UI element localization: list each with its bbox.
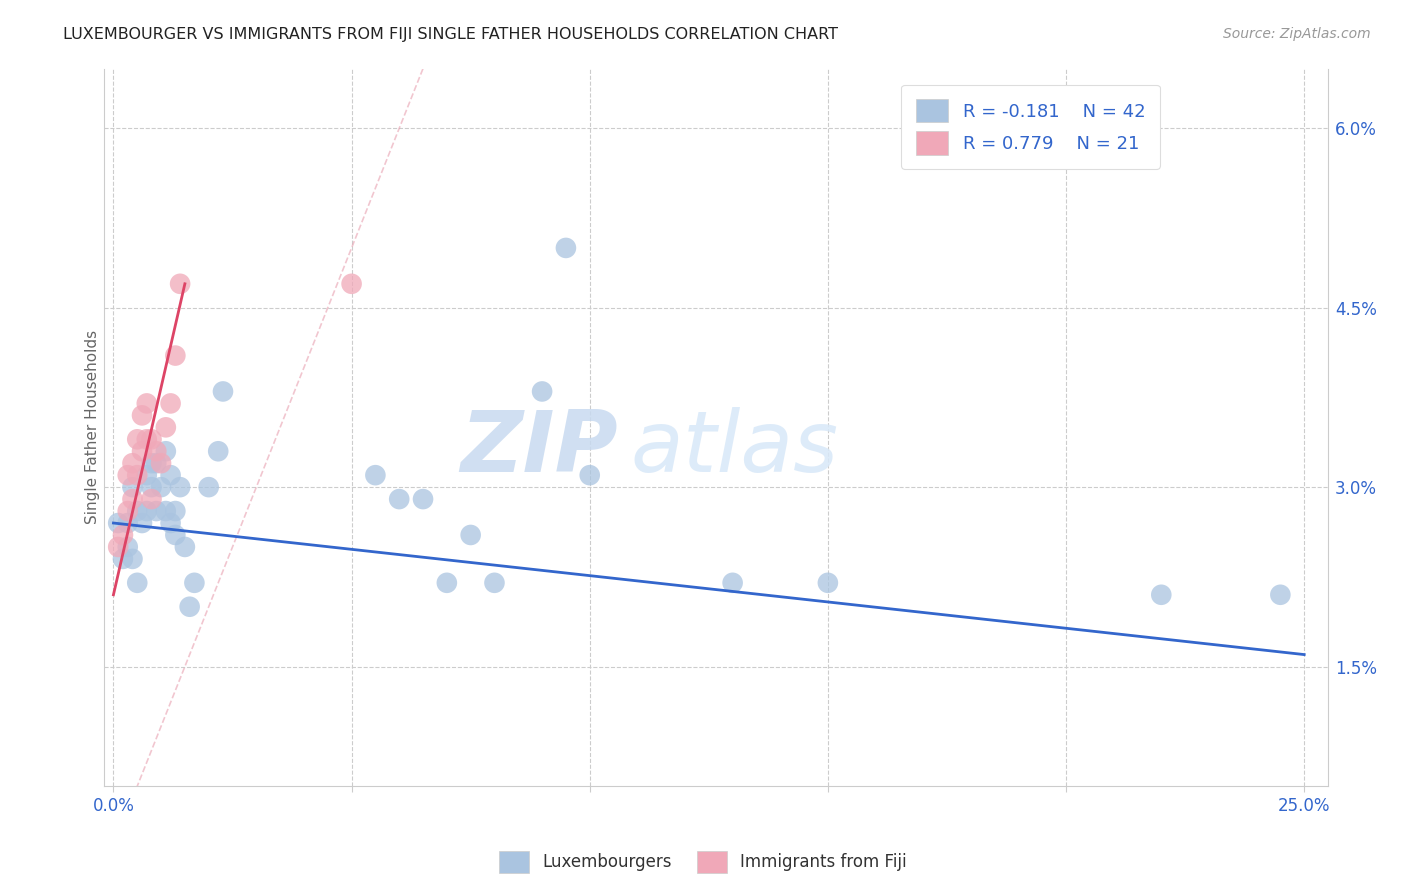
Point bbox=[127, 575, 149, 590]
Point bbox=[145, 456, 167, 470]
Point bbox=[165, 504, 187, 518]
Point bbox=[436, 575, 458, 590]
Point bbox=[1270, 588, 1292, 602]
Point bbox=[121, 480, 143, 494]
Point bbox=[121, 456, 143, 470]
Point bbox=[131, 409, 153, 423]
Legend: R = -0.181    N = 42, R = 0.779    N = 21: R = -0.181 N = 42, R = 0.779 N = 21 bbox=[901, 85, 1160, 169]
Point bbox=[179, 599, 201, 614]
Point bbox=[135, 504, 157, 518]
Point bbox=[127, 504, 149, 518]
Y-axis label: Single Father Households: Single Father Households bbox=[86, 330, 100, 524]
Point bbox=[159, 468, 181, 483]
Point bbox=[159, 396, 181, 410]
Point bbox=[111, 528, 134, 542]
Point bbox=[131, 516, 153, 530]
Point bbox=[141, 456, 163, 470]
Legend: Luxembourgers, Immigrants from Fiji: Luxembourgers, Immigrants from Fiji bbox=[492, 845, 914, 880]
Point bbox=[127, 432, 149, 446]
Point bbox=[169, 277, 191, 291]
Point bbox=[173, 540, 195, 554]
Point bbox=[117, 540, 139, 554]
Point bbox=[169, 480, 191, 494]
Point bbox=[150, 456, 173, 470]
Point bbox=[141, 432, 163, 446]
Point bbox=[531, 384, 554, 399]
Text: ZIP: ZIP bbox=[460, 408, 619, 491]
Point bbox=[141, 492, 163, 507]
Point bbox=[555, 241, 578, 255]
Point bbox=[165, 528, 187, 542]
Point bbox=[460, 528, 482, 542]
Point bbox=[159, 516, 181, 530]
Point bbox=[197, 480, 219, 494]
Point bbox=[1150, 588, 1173, 602]
Point bbox=[107, 540, 129, 554]
Point bbox=[117, 468, 139, 483]
Text: atlas: atlas bbox=[630, 408, 838, 491]
Point bbox=[578, 468, 600, 483]
Point bbox=[364, 468, 387, 483]
Point bbox=[145, 504, 167, 518]
Point bbox=[135, 396, 157, 410]
Text: LUXEMBOURGER VS IMMIGRANTS FROM FIJI SINGLE FATHER HOUSEHOLDS CORRELATION CHART: LUXEMBOURGER VS IMMIGRANTS FROM FIJI SIN… bbox=[63, 27, 838, 42]
Point bbox=[155, 444, 177, 458]
Point bbox=[721, 575, 744, 590]
Point bbox=[150, 480, 173, 494]
Point bbox=[183, 575, 205, 590]
Point bbox=[141, 480, 163, 494]
Point bbox=[121, 492, 143, 507]
Point bbox=[155, 504, 177, 518]
Point bbox=[165, 349, 187, 363]
Point bbox=[121, 552, 143, 566]
Point bbox=[212, 384, 235, 399]
Point bbox=[131, 444, 153, 458]
Point bbox=[117, 504, 139, 518]
Point bbox=[135, 468, 157, 483]
Point bbox=[117, 516, 139, 530]
Point bbox=[145, 444, 167, 458]
Point bbox=[107, 516, 129, 530]
Point bbox=[412, 492, 434, 507]
Point bbox=[340, 277, 363, 291]
Point bbox=[207, 444, 229, 458]
Point bbox=[127, 468, 149, 483]
Point bbox=[155, 420, 177, 434]
Point bbox=[817, 575, 839, 590]
Point bbox=[111, 552, 134, 566]
Point bbox=[484, 575, 506, 590]
Point bbox=[135, 432, 157, 446]
Point bbox=[388, 492, 411, 507]
Text: Source: ZipAtlas.com: Source: ZipAtlas.com bbox=[1223, 27, 1371, 41]
